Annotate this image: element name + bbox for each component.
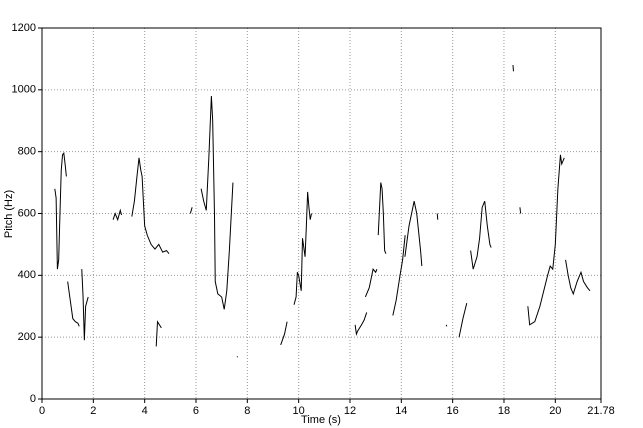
y-tick-label: 1200	[12, 22, 36, 34]
x-tick-label: 16	[447, 405, 459, 417]
x-tick-label: 12	[344, 405, 356, 417]
x-tick-label: 10	[293, 405, 305, 417]
y-tick-label: 1000	[12, 84, 36, 96]
x-tick-label: 4	[142, 405, 148, 417]
y-tick-label: 0	[30, 393, 36, 405]
x-tick-label: 6	[193, 405, 199, 417]
x-tick-label: 20	[549, 405, 561, 417]
x-tick-label: 8	[244, 405, 250, 417]
y-tick-label: 200	[18, 331, 36, 343]
plot-frame	[41, 27, 602, 400]
y-axis-label: Pitch (Hz)	[3, 190, 15, 238]
y-tick-label: 600	[18, 207, 36, 219]
x-tick-label: 21.78	[587, 405, 615, 417]
x-tick-label: 0	[39, 405, 45, 417]
x-axis-label: Time (s)	[301, 414, 341, 426]
y-tick-label: 400	[18, 269, 36, 281]
x-tick-label: 14	[395, 405, 407, 417]
pitch-contour	[54, 65, 591, 358]
y-tick-label: 800	[18, 146, 36, 158]
x-tick-label: 18	[498, 405, 510, 417]
x-tick-label: 2	[90, 405, 96, 417]
